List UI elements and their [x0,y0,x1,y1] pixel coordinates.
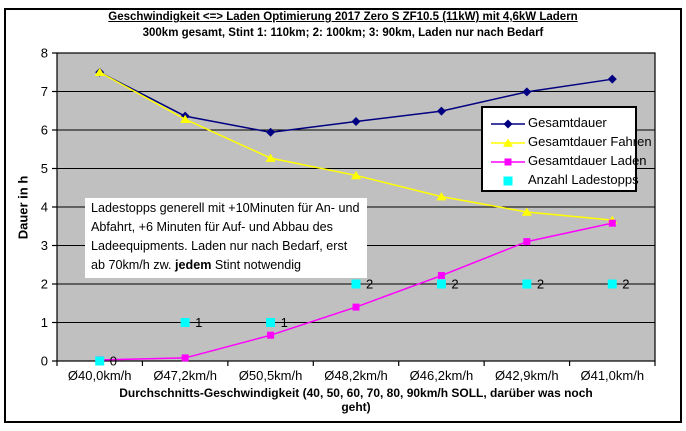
data-point-square-icon [436,279,446,289]
chart-subtitle: 300km gesamt, Stint 1: 110km; 2: 100km; … [142,27,544,39]
annotation-line-1: Ladestopps generell mit +10Minuten für A… [91,201,360,215]
data-point-square-icon [352,303,360,311]
data-point-square-icon [267,331,275,339]
data-point-square-icon [95,356,105,366]
y-axis-tick-label: 8 [41,46,48,61]
x-axis-category-label: Ø40,0km/h [68,368,132,383]
x-axis-category-label: Ø42,9km/h [495,368,559,383]
annotation-box: Ladestopps generell mit +10Minuten für A… [85,198,367,278]
legend-marker-glyph [491,158,525,165]
legend-label: Gesamtdauer Fahren [528,134,652,149]
data-point-square-icon [607,279,617,289]
x-axis-category-label: Ø50,5km/h [239,368,303,383]
x-axis-title: Durchschnitts-Geschwindigkeit (40, 50, 6… [57,386,655,414]
legend-label: Anzahl Ladestopps [528,172,639,187]
data-point-triangle-icon [503,138,513,147]
x-axis-category-label: Ø47,2km/h [153,368,217,383]
legend: Gesamtdauer Gesamtdauer Fahren Gesamtdau… [481,106,652,192]
data-point-diamond-icon [522,87,532,97]
data-point-diamond-icon [266,127,276,137]
data-point-label: 2 [537,277,544,292]
y-axis-tick-label: 5 [41,161,48,176]
legend-item-gesamtdauer-laden: Gesamtdauer Laden [490,151,647,170]
data-point-triangle-icon [265,153,276,162]
data-point-square-icon [181,354,189,362]
data-point-triangle-icon [436,192,447,201]
annotation-bold-word: jedem [175,258,212,272]
y-axis-tick-label: 4 [41,200,48,215]
x-axis-category-label: Ø41,0km/h [580,368,644,383]
data-point-triangle-icon [521,207,532,216]
x-axis-title-line1: Durchschnitts-Geschwindigkeit (40, 50, 6… [119,386,593,400]
legend-marker-laden-square-icon [490,155,528,167]
legend-marker-fahren-triangle-icon [490,136,528,148]
y-axis-tick-label: 1 [41,315,48,330]
data-point-square-icon [504,158,512,165]
data-point-square-icon [437,272,445,280]
data-point-diamond-icon [436,106,446,116]
data-point-square-icon [608,219,616,227]
data-point-triangle-icon [180,114,191,124]
data-point-square-icon [523,238,531,246]
y-axis-title: Dauer in h [15,175,31,240]
legend-marker-gesamtdauer-diamond-icon [490,117,528,129]
legend-marker-ladestopps-square-icon [490,174,528,186]
x-axis-category-label: Ø48,2km/h [324,368,388,383]
y-axis-tick-label: 7 [41,84,48,99]
data-point-label: 2 [366,277,373,292]
y-axis-tick-label: 3 [41,238,48,253]
y-axis-tick-label: 0 [41,354,48,369]
y-axis-tick-label: 2 [41,277,48,292]
chart-title: Geschwindigkeit <=> Laden Optimierung 20… [108,11,578,23]
data-point-diamond-icon [503,119,513,128]
legend-marker-glyph [491,119,525,128]
annotation-line-4: ab 70km/h zw. jedem Stint notwendig [91,258,302,272]
x-axis-title-line2: geht) [341,400,371,414]
legend-item-gesamtdauer: Gesamtdauer [490,113,635,132]
legend-item-anzahl-ladestopps: Anzahl Ladestopps [490,170,639,189]
data-point-triangle-icon [351,170,361,180]
data-point-square-icon [351,279,361,289]
data-point-square-icon [180,318,190,327]
data-point-label: 1 [281,315,288,330]
data-point-triangle-icon [94,67,105,77]
data-point-diamond-icon [607,74,617,84]
legend-label: Gesamtdauer [528,115,607,130]
data-point-label: 1 [195,315,202,330]
y-axis-tick-label: 6 [41,123,48,138]
data-point-label: 2 [622,277,629,292]
legend-marker-glyph [491,138,525,147]
legend-item-gesamtdauer-fahren: Gesamtdauer Fahren [490,132,652,151]
data-point-label: 0 [110,354,117,369]
legend-marker-glyph [503,176,513,185]
annotation-line-3: Ladeequipments. Laden nur nach Bedarf, e… [91,239,348,253]
data-point-diamond-icon [351,117,361,127]
data-point-label: 2 [451,277,458,292]
x-axis-category-label: Ø46,2km/h [410,368,474,383]
data-point-square-icon [522,279,532,289]
data-point-square-icon [266,318,276,327]
legend-label: Gesamtdauer Laden [528,153,647,168]
data-point-square-icon [503,176,513,185]
annotation-line-2: Abfahrt, +6 Minuten für Auf- und Abbau d… [91,220,333,234]
